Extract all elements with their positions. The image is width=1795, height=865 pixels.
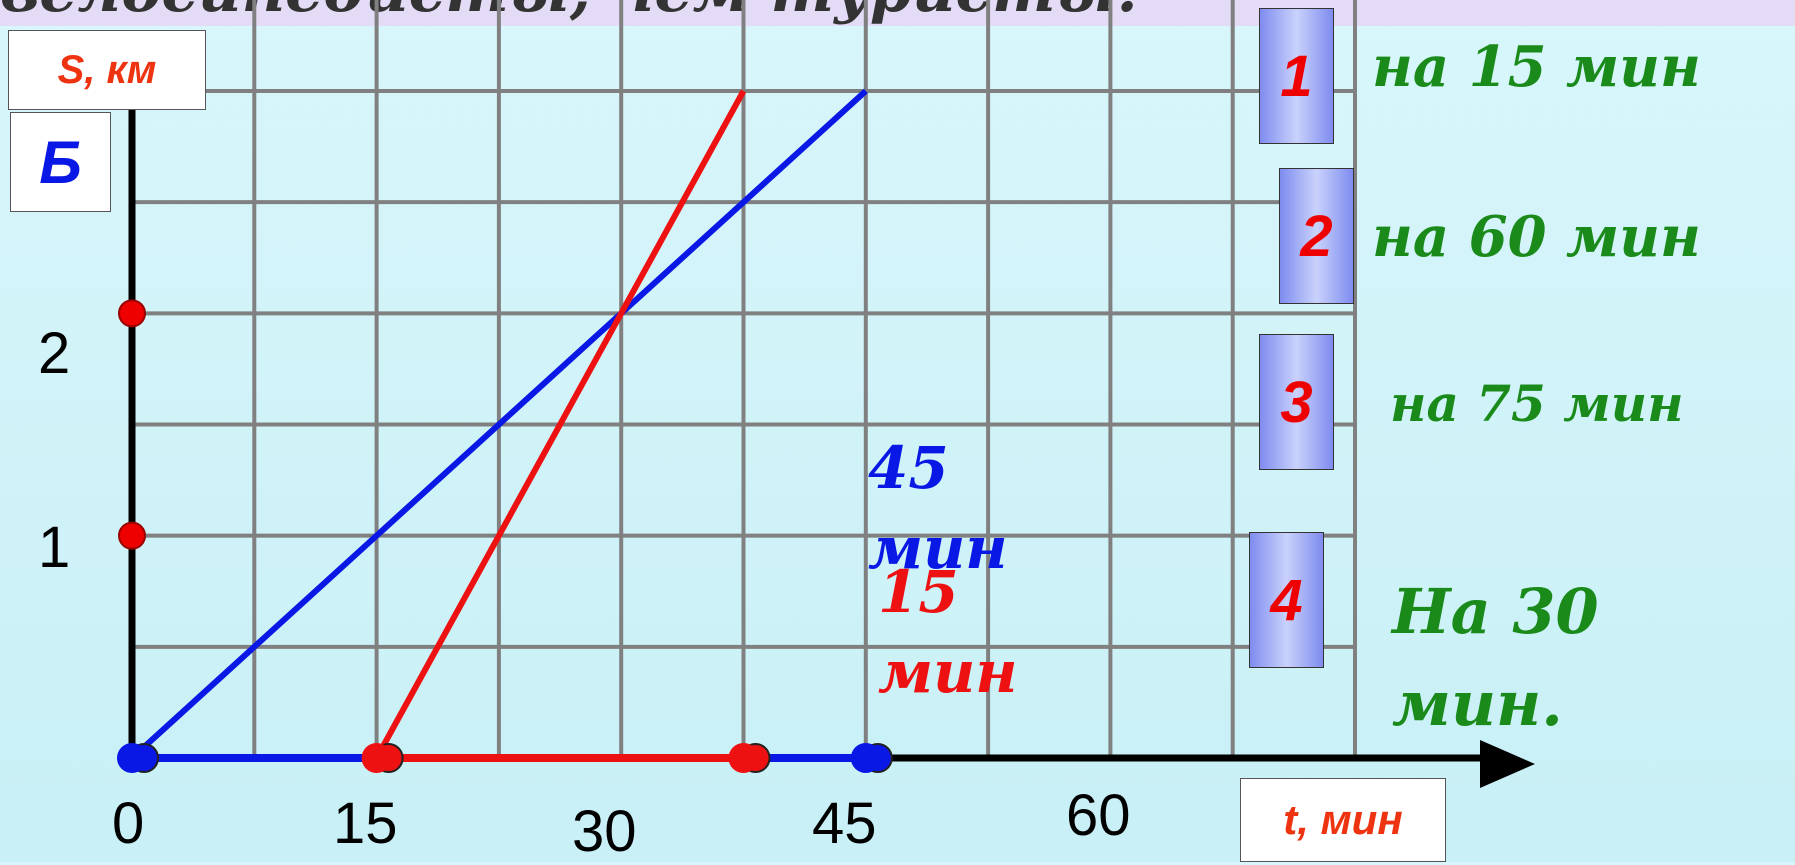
x-tick-0: 0: [112, 791, 145, 856]
series-lines: [129, 88, 868, 761]
cyclist-line: [373, 89, 747, 760]
cyclist-time-note: 15 мин: [878, 552, 1018, 712]
cyclist-time-value: 15: [878, 558, 959, 626]
y-axis-dot: [118, 299, 146, 328]
x-tick-45: 45: [812, 791, 877, 856]
cyclist-end-dot-inner: [728, 743, 759, 773]
tourist-time-value: 45: [868, 434, 949, 502]
answer-2-text: на 60 мин: [1372, 204, 1701, 270]
cyclist-start-dot-inner: [361, 743, 392, 773]
x-axis-label: t, мин: [1283, 796, 1403, 843]
x-tick-15: 15: [333, 791, 398, 856]
answer-4-text: На 30 мин.: [1392, 575, 1599, 740]
answer-3-text: на 75 мин: [1390, 374, 1684, 433]
answer-1-text: на 15 мин: [1372, 34, 1701, 100]
y-tick-2: 2: [38, 321, 71, 386]
x-axis-arrow: [1480, 740, 1535, 788]
answer-1-button[interactable]: 1: [1259, 8, 1334, 144]
y-axis-label-box: S, км: [8, 30, 206, 110]
x-tick-30: 30: [572, 799, 637, 864]
point-b-label-box: Б: [10, 112, 111, 212]
cyclist-time-unit: мин: [878, 638, 1018, 706]
tourist-start-dot-inner: [117, 743, 147, 773]
tourist-end-dot-inner: [850, 743, 881, 773]
tourist-time-note: 45 мин: [868, 428, 1008, 588]
title-band: велосипедисты, чем туристы.: [0, 0, 1795, 26]
answer-4-button[interactable]: 4: [1249, 532, 1324, 668]
y-axis-label: S, км: [57, 47, 157, 92]
answer-3-button[interactable]: 3: [1259, 334, 1334, 470]
point-b-label: Б: [39, 128, 82, 196]
x-tick-60: 60: [1066, 783, 1131, 848]
x-axis-label-box: t, мин: [1240, 778, 1446, 862]
axis-dots: [117, 77, 893, 773]
y-tick-1: 1: [38, 515, 71, 580]
tourist-time-unit: мин: [868, 514, 1008, 582]
slide-title: велосипедисты, чем туристы.: [0, 0, 1138, 26]
answer-2-button[interactable]: 2: [1279, 168, 1354, 304]
y-axis-dot: [118, 521, 146, 550]
grid: [132, 0, 1357, 758]
